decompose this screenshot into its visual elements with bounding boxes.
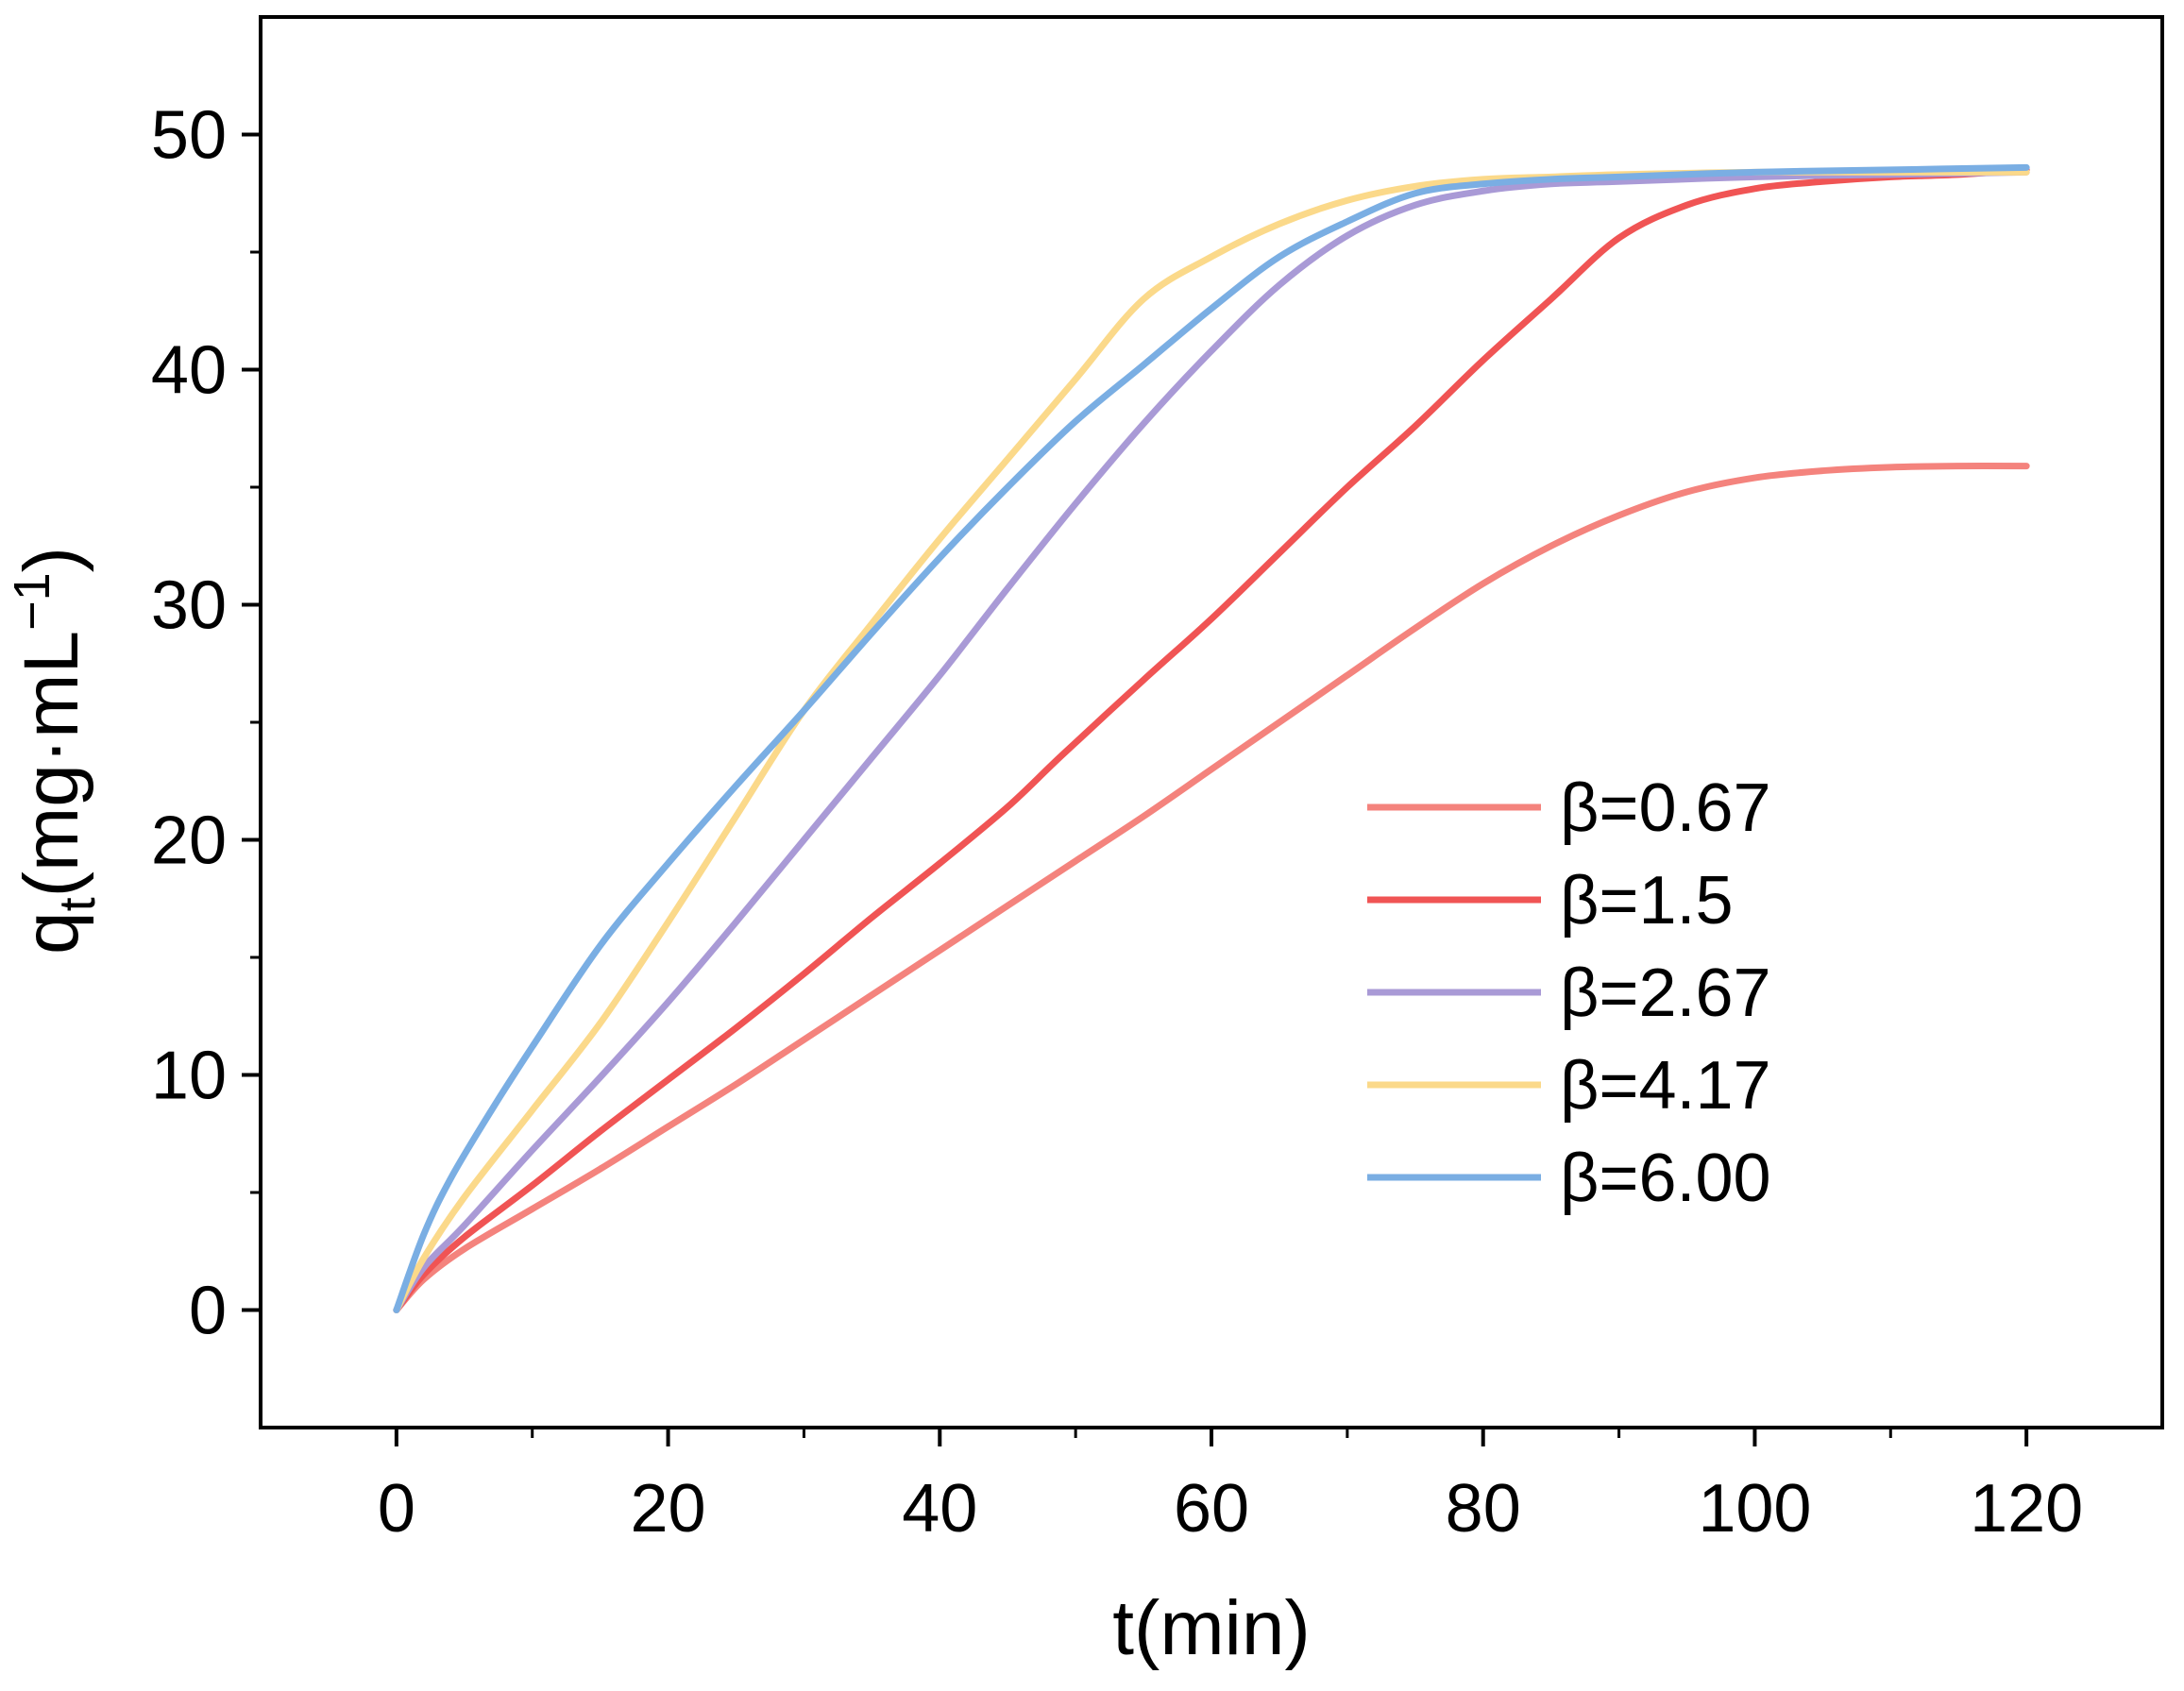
series-line-3 (393, 168, 2030, 1313)
y-tick-label: 30 (151, 568, 227, 644)
legend-label-5: β=6.00 (1560, 1141, 1771, 1216)
legend-label-1: β=0.67 (1560, 770, 1771, 846)
legend-label-3: β=2.67 (1560, 955, 1771, 1031)
y-axis-title-base: q (8, 911, 94, 955)
x-tick-label: 80 (1446, 1471, 1521, 1547)
x-axis-title: t(min) (1112, 1585, 1311, 1671)
y-tick-label: 40 (151, 333, 227, 409)
x-tick-label: 40 (902, 1471, 977, 1547)
y-axis-title-subscript: t (49, 897, 106, 911)
x-tick-label: 20 (631, 1471, 706, 1547)
y-axis-title-units: (mg·mL (8, 631, 94, 897)
series-line-5 (393, 163, 2030, 1313)
y-tick-label: 0 (189, 1274, 227, 1349)
y-axis-title-superscript: −1 (4, 572, 60, 631)
y-axis-title: qt(mg·mL−1) (4, 547, 106, 955)
x-tick-label: 0 (378, 1471, 415, 1547)
legend-label-2: β=1.5 (1560, 863, 1734, 939)
x-tick-label: 120 (1970, 1471, 2083, 1547)
series-line-2 (393, 166, 2030, 1313)
legend-label-4: β=4.17 (1560, 1048, 1771, 1124)
legend: β=0.67 β=1.5 β=2.67 β=4.17 β=6.00 (1367, 770, 1771, 1216)
y-tick-label: 20 (151, 803, 227, 879)
x-tick-label: 100 (1698, 1471, 1811, 1547)
axes-layer: 0 20 40 60 80 100 120 0 10 20 30 40 50 (151, 98, 2083, 1547)
series-line-1 (393, 462, 2030, 1313)
y-axis-title-close: ) (8, 547, 94, 572)
y-tick-label: 10 (151, 1039, 227, 1114)
y-tick-label: 50 (151, 98, 227, 174)
series-layer (393, 163, 2030, 1313)
x-tick-label: 60 (1174, 1471, 1249, 1547)
